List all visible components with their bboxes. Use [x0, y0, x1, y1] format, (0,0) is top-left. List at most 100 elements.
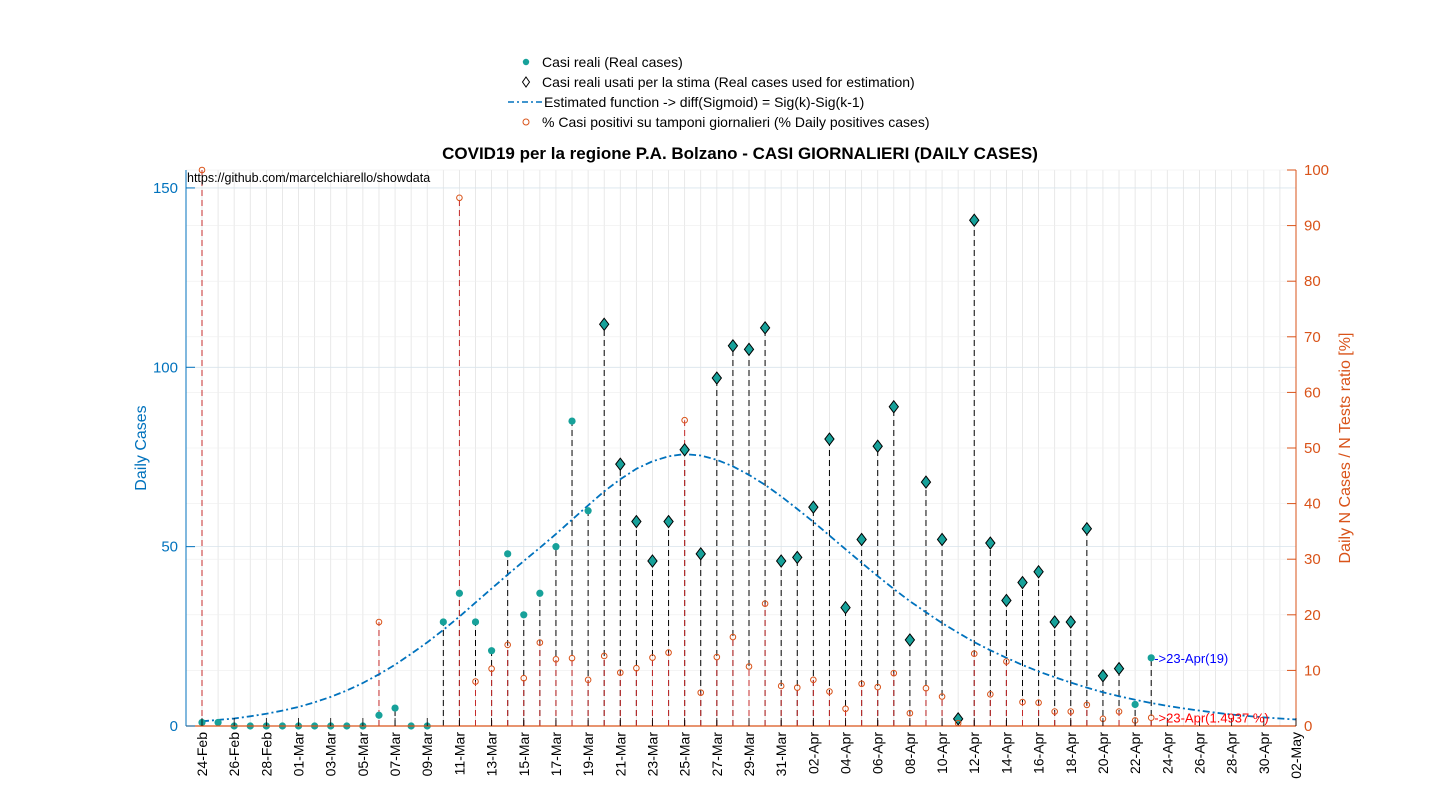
x-tick-label: 31-Mar [773, 732, 789, 777]
ratio-point [777, 682, 785, 690]
ratio-point [922, 684, 930, 692]
estimation-point [904, 633, 916, 647]
x-tick-label: 13-Mar [484, 732, 500, 777]
estimation-point [663, 514, 674, 529]
estimation-point [969, 213, 980, 228]
x-tick-label: 17-Mar [548, 732, 564, 777]
ratio-point [649, 654, 656, 661]
ratio-point [697, 689, 705, 696]
x-tick-label: 22-Apr [1127, 732, 1143, 774]
real-case-point [391, 704, 399, 712]
legend-marker-real-cases [522, 58, 530, 66]
ratio-point [472, 678, 479, 685]
x-tick-label: 21-Mar [612, 732, 628, 777]
ratio-point [1003, 658, 1010, 665]
ratio-point [633, 664, 640, 672]
ratio-point [568, 654, 576, 662]
real-case-point [1147, 654, 1155, 662]
right-tick-label: 0 [1304, 718, 1312, 735]
right-tick-label: 80 [1304, 273, 1321, 290]
real-case-point [520, 611, 528, 619]
ratio-point [987, 691, 994, 698]
source-url: https://github.com/marcelchiarello/showd… [187, 171, 430, 185]
real-case-point [214, 718, 222, 727]
ratio-point [1051, 708, 1058, 715]
ratio-point [810, 676, 817, 684]
ratio-point [729, 633, 737, 641]
legend-item-real-cases: Casi reali (Real cases) [522, 54, 683, 70]
left-tick-label: 50 [161, 539, 178, 556]
x-tick-label: 25-Mar [677, 732, 693, 777]
legend-label-used-for-estimation: Casi reali usati per la stima (Real case… [542, 74, 915, 90]
estimation-point [840, 600, 851, 615]
x-tick-label: 06-Apr [870, 732, 886, 774]
x-tick-label: 30-Apr [1256, 732, 1272, 774]
real-case-point [584, 507, 592, 515]
left-axis-label: Daily Cases [133, 405, 150, 490]
right-tick-label: 10 [1304, 662, 1321, 679]
x-tick-label: 18-Apr [1063, 732, 1079, 774]
real-case-point [1131, 700, 1139, 709]
ratio-point [584, 676, 592, 684]
real-case-point [568, 417, 576, 425]
estimation-point [598, 317, 610, 332]
estimation-point [1033, 564, 1044, 579]
estimation-point [1001, 593, 1012, 608]
x-tick-label: 23-Mar [644, 732, 660, 777]
x-tick-label: 04-Apr [838, 732, 854, 774]
right-tick-label: 50 [1304, 440, 1321, 457]
ratio-point [1019, 698, 1026, 706]
x-tick-label: 05-Mar [355, 732, 371, 777]
estimation-point [952, 712, 964, 726]
real-case-point [504, 550, 512, 558]
ratio-point [488, 665, 495, 673]
real-case-point [552, 543, 560, 551]
ratio-point [504, 641, 511, 649]
x-tick-label: 29-Mar [741, 732, 757, 777]
x-tick-label: 24-Feb [194, 732, 210, 777]
real-case-point [375, 711, 383, 719]
ratio-point [970, 650, 978, 658]
x-tick-label: 28-Apr [1224, 732, 1240, 774]
estimation-point [647, 554, 658, 568]
estimation-point [808, 500, 819, 515]
right-tick-label: 60 [1304, 384, 1321, 401]
estimation-point [1113, 661, 1125, 676]
ratio-point [713, 653, 721, 661]
legend-label-positive-ratio: % Casi positivi su tamponi giornalieri (… [542, 114, 929, 130]
x-tick-label: 02-May [1288, 732, 1304, 779]
real-case-point [536, 589, 544, 597]
legend-marker-open-circle [522, 118, 530, 126]
ratio-point [375, 618, 383, 626]
estimation-point [1097, 668, 1109, 683]
x-tick-label: 26-Feb [226, 732, 242, 777]
annotation-cases: ->23-Apr(19) [1154, 651, 1228, 666]
x-tick-label: 19-Mar [580, 732, 596, 777]
ratio-point [665, 649, 672, 656]
estimation-point [775, 554, 787, 568]
real-case-point [471, 618, 480, 626]
marker-layer [198, 166, 1155, 730]
x-tick-label: 07-Mar [387, 732, 403, 777]
legend-item-positive-ratio: % Casi positivi su tamponi giornalieri (… [522, 114, 929, 130]
ratio-point [681, 416, 688, 424]
stem-layer [201, 170, 1152, 726]
x-tick-label: 27-Mar [709, 732, 725, 777]
x-tick-label: 20-Apr [1095, 732, 1111, 774]
ratio-point [456, 194, 463, 202]
x-tick-label: 09-Mar [419, 732, 435, 777]
ratio-point [536, 639, 544, 646]
right-tick-label: 100 [1304, 162, 1329, 179]
x-tick-label: 24-Apr [1159, 732, 1175, 774]
legend-item-used-for-estimation: Casi reali usati per la stima (Real case… [521, 74, 915, 90]
right-tick-label: 30 [1304, 551, 1321, 568]
curve-layer [201, 453, 1297, 723]
right-tick-label: 40 [1304, 496, 1321, 513]
x-tick-label: 12-Apr [966, 732, 982, 774]
x-tick-label: 03-Mar [323, 732, 339, 777]
ratio-point [1083, 701, 1091, 709]
ratio-point [1035, 699, 1042, 706]
estimation-point [1017, 575, 1028, 590]
real-case-point [487, 647, 496, 655]
